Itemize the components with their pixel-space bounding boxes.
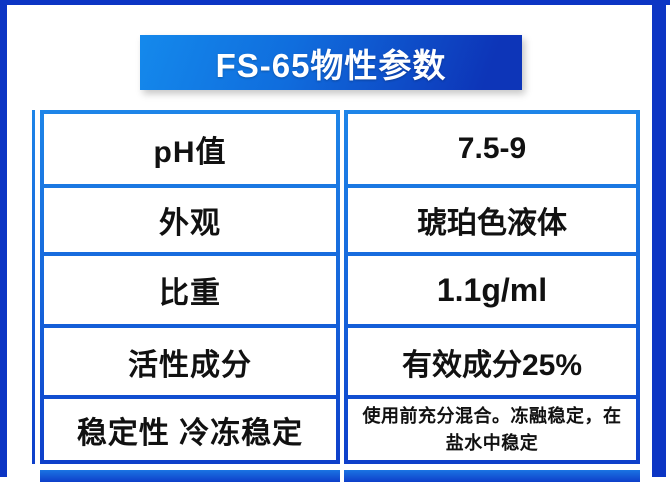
table-row-label-active: 活性成分 xyxy=(44,328,336,395)
table-row-label-appearance: 外观 xyxy=(44,188,336,252)
frame-right-bar xyxy=(652,0,666,477)
page-title: FS-65物性参数 xyxy=(215,46,447,84)
next-section-stub-left xyxy=(40,470,340,482)
next-section-stub-right xyxy=(344,470,640,482)
table-row-value-density: 1.1g/ml xyxy=(348,256,636,324)
table-left-edge-line xyxy=(32,110,35,464)
table-row-value-appearance: 琥珀色液体 xyxy=(348,188,636,252)
table-row-value-ph: 7.5-9 xyxy=(348,114,636,184)
property-value-table: 7.5-9 琥珀色液体 1.1g/ml 有效成分25% 使用前充分混合。冻融稳定… xyxy=(344,110,640,464)
table-row-label-ph: pH值 xyxy=(44,114,336,184)
property-label-table: pH值 外观 比重 活性成分 稳定性 冷冻稳定 xyxy=(40,110,340,464)
table-row-value-stability: 使用前充分混合。冻融稳定，在盐水中稳定 xyxy=(348,399,636,460)
title-banner: FS-65物性参数 xyxy=(140,35,522,90)
frame-top-bar xyxy=(0,0,670,5)
frame-left-bar xyxy=(0,0,7,477)
table-row-label-stability: 稳定性 冷冻稳定 xyxy=(44,399,336,460)
table-row-value-active: 有效成分25% xyxy=(348,328,636,395)
table-row-label-density: 比重 xyxy=(44,256,336,324)
